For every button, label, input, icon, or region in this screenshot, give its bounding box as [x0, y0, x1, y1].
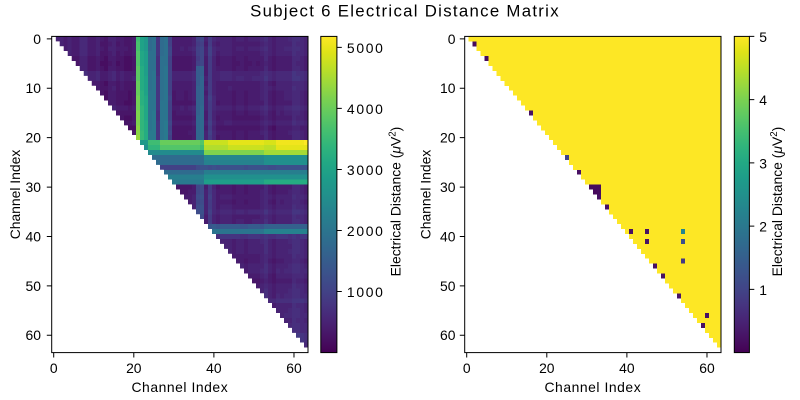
- svg-text:Channel Index: Channel Index: [544, 379, 641, 395]
- svg-text:10: 10: [440, 80, 456, 96]
- svg-text:0: 0: [33, 31, 41, 47]
- svg-text:2000: 2000: [347, 223, 385, 239]
- svg-text:40: 40: [440, 228, 456, 244]
- svg-text:10: 10: [26, 80, 42, 96]
- svg-text:50: 50: [440, 278, 456, 294]
- svg-text:40: 40: [619, 360, 635, 376]
- svg-text:Subject 6 Electrical Distance: Subject 6 Electrical Distance Matrix: [250, 2, 560, 21]
- svg-text:20: 20: [539, 360, 555, 376]
- svg-text:5000: 5000: [347, 40, 385, 56]
- svg-text:3: 3: [759, 155, 767, 171]
- svg-text:3000: 3000: [347, 162, 385, 178]
- svg-text:2: 2: [759, 219, 767, 235]
- svg-text:Electrical Distance (μV2): Electrical Distance (μV2): [388, 127, 404, 277]
- svg-text:Channel Index: Channel Index: [131, 379, 228, 395]
- svg-text:0: 0: [448, 31, 456, 47]
- svg-text:60: 60: [440, 327, 456, 343]
- svg-text:Electrical Distance (μV2): Electrical Distance (μV2): [769, 127, 785, 277]
- svg-text:60: 60: [26, 327, 42, 343]
- svg-text:30: 30: [26, 179, 42, 195]
- svg-text:0: 0: [50, 360, 58, 376]
- svg-text:Channel Index: Channel Index: [7, 150, 23, 240]
- svg-text:4000: 4000: [347, 101, 385, 117]
- svg-text:60: 60: [286, 360, 302, 376]
- svg-text:0: 0: [463, 360, 471, 376]
- svg-text:50: 50: [26, 278, 42, 294]
- svg-text:1: 1: [759, 282, 767, 298]
- svg-text:5: 5: [759, 29, 767, 45]
- svg-text:60: 60: [699, 360, 715, 376]
- svg-text:40: 40: [26, 228, 42, 244]
- svg-text:20: 20: [126, 360, 142, 376]
- svg-text:1000: 1000: [347, 284, 385, 300]
- svg-text:20: 20: [26, 130, 42, 146]
- svg-text:4: 4: [759, 92, 767, 108]
- svg-text:30: 30: [440, 179, 456, 195]
- svg-text:Channel Index: Channel Index: [418, 150, 434, 240]
- svg-text:20: 20: [440, 130, 456, 146]
- svg-text:40: 40: [206, 360, 222, 376]
